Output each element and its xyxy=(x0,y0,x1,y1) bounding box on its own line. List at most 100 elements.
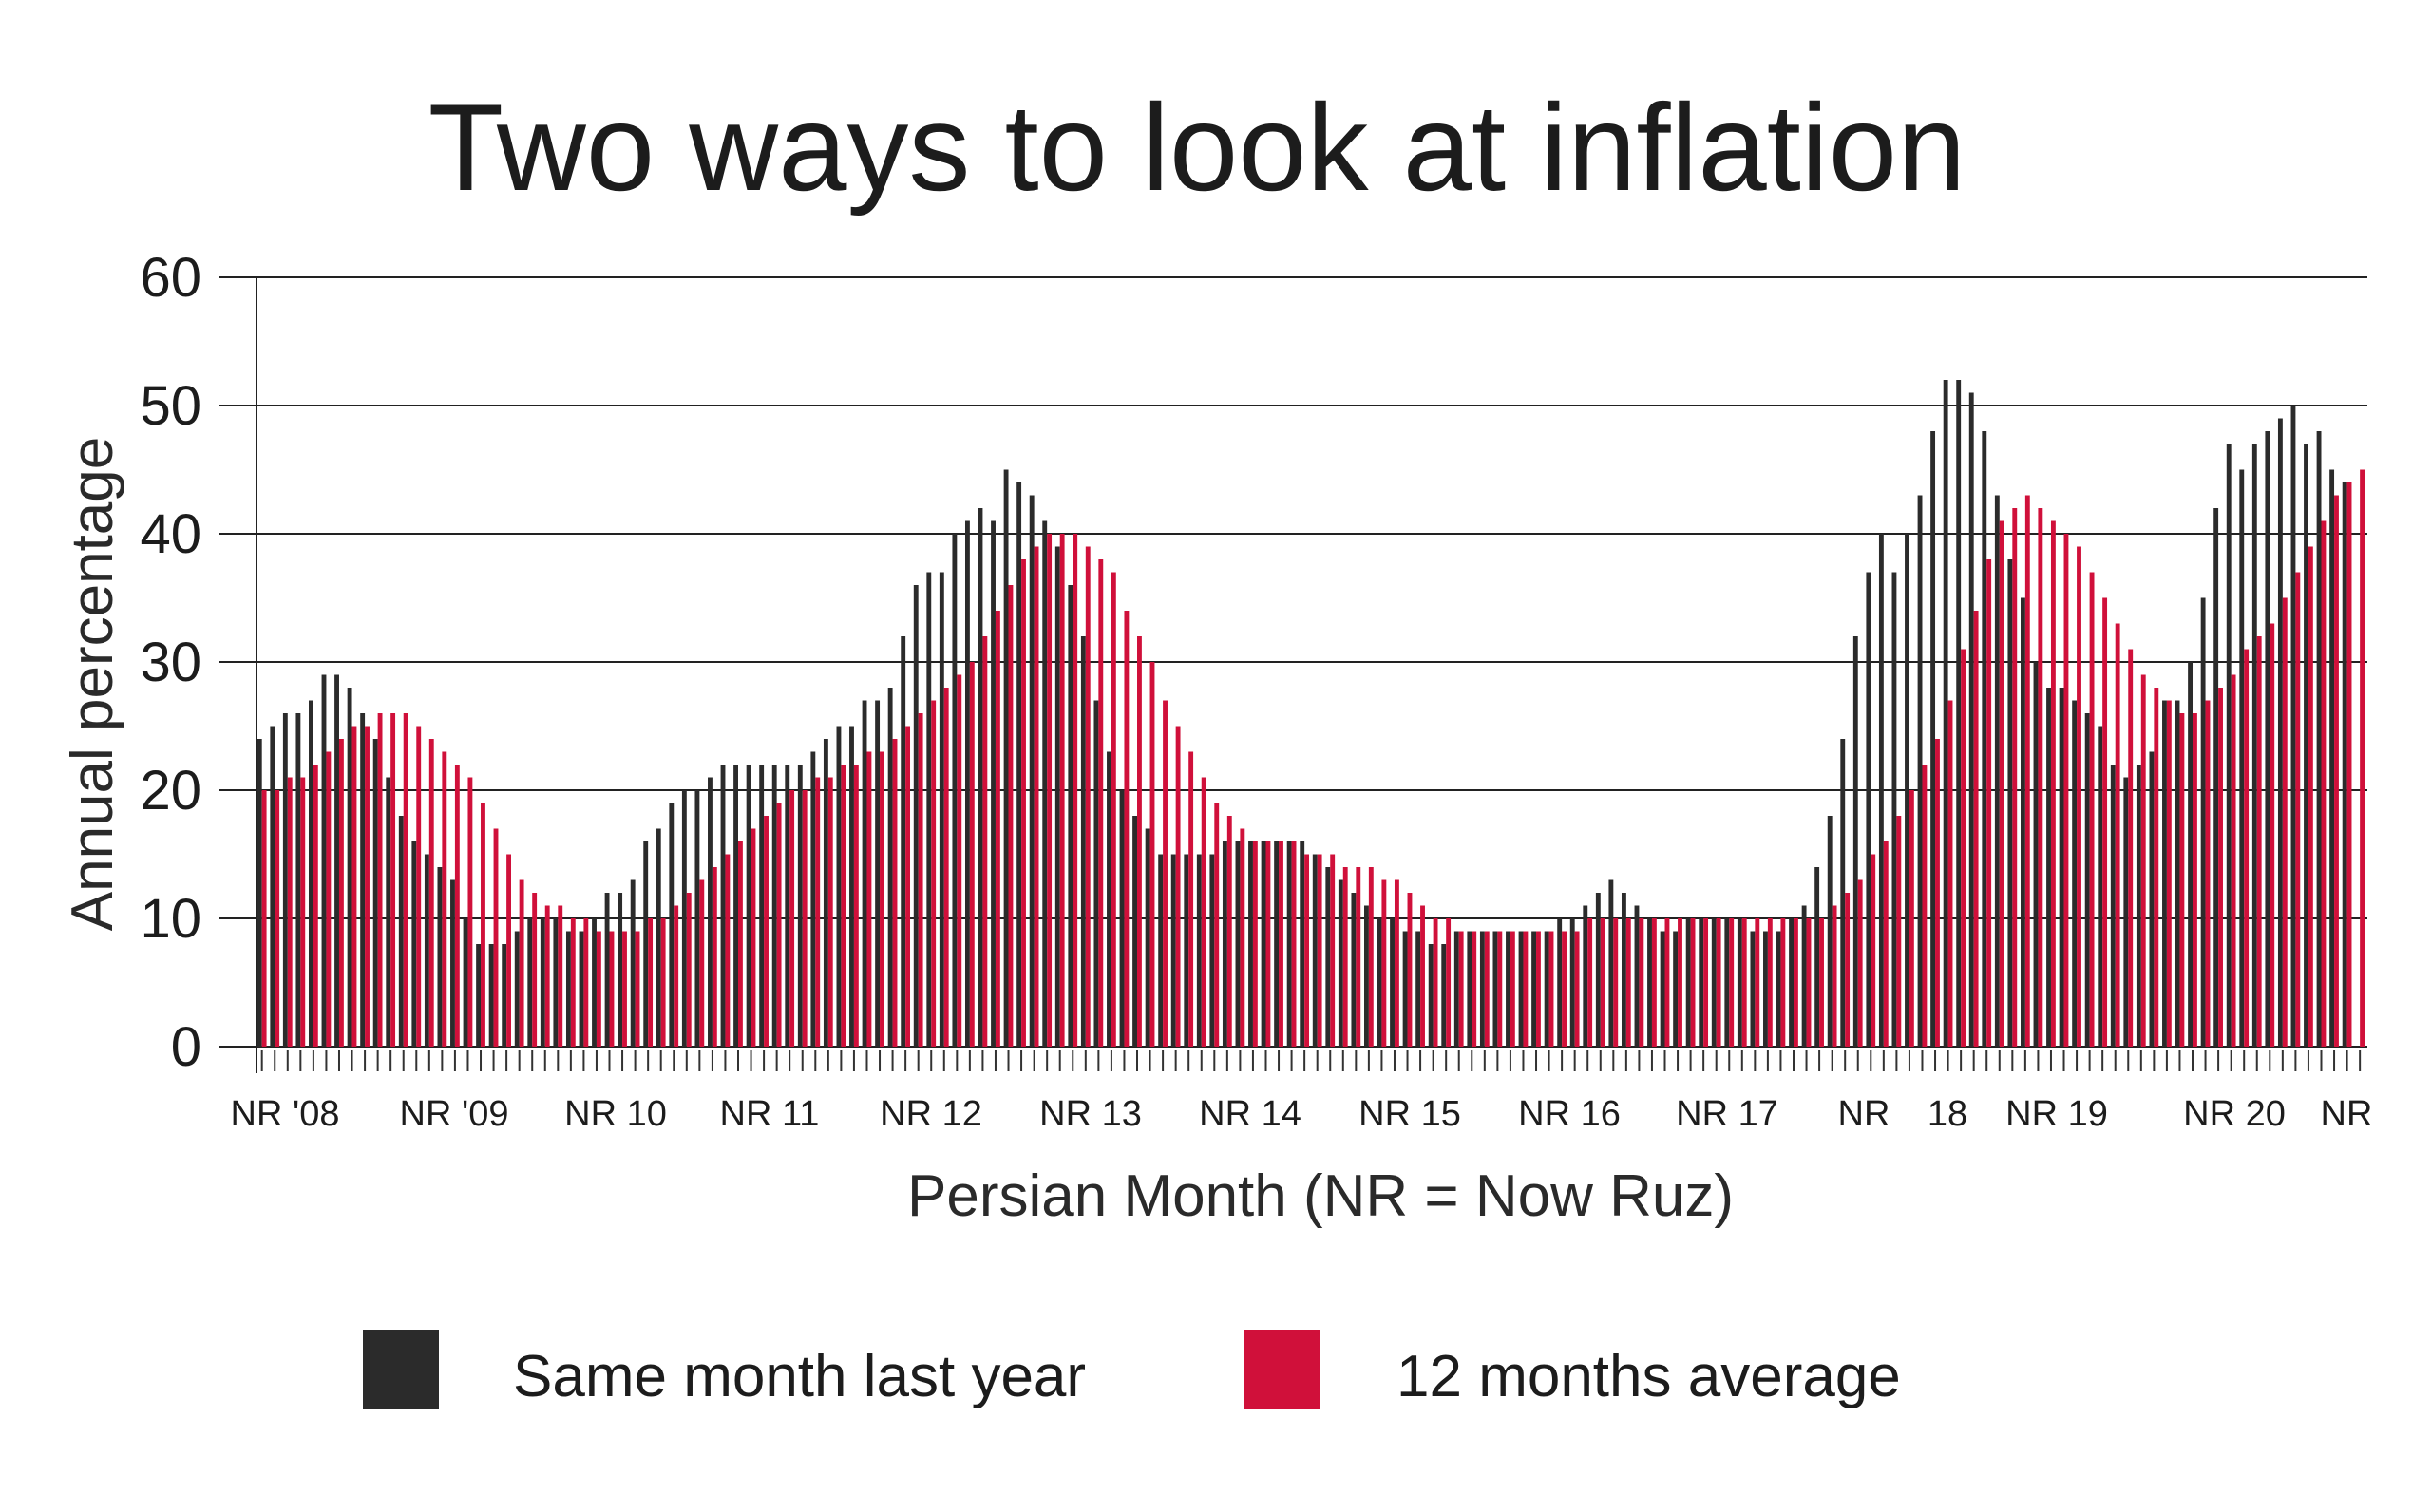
bar-same-month-last-year xyxy=(1878,534,1884,1047)
bar-12-months-average xyxy=(1356,867,1361,1047)
bar-12-months-average xyxy=(1574,931,1580,1047)
bar-same-month-last-year xyxy=(1569,918,1575,1047)
bar-12-months-average xyxy=(1407,893,1413,1047)
bar-same-month-last-year xyxy=(1801,905,1807,1047)
bar-same-month-last-year xyxy=(1608,879,1614,1047)
bar-same-month-last-year xyxy=(2226,444,2232,1047)
bar-same-month-last-year xyxy=(1737,918,1742,1047)
bar-12-months-average xyxy=(1690,918,1696,1047)
bar-same-month-last-year xyxy=(1222,841,1227,1047)
bar-same-month-last-year xyxy=(1441,944,1447,1047)
bar-same-month-last-year xyxy=(1917,495,1923,1047)
bar-12-months-average xyxy=(1664,918,1670,1047)
bar-12-months-average xyxy=(776,803,782,1047)
bar-same-month-last-year xyxy=(887,688,893,1047)
bar-same-month-last-year xyxy=(1068,585,1074,1047)
bar-12-months-average xyxy=(300,777,306,1047)
bar-same-month-last-year xyxy=(1891,572,1897,1047)
bar-12-months-average xyxy=(995,611,1000,1047)
bar-12-months-average xyxy=(2050,520,2056,1047)
bar-12-months-average xyxy=(2256,636,2262,1047)
bar-same-month-last-year xyxy=(476,944,482,1047)
bar-12-months-average xyxy=(1342,867,1348,1047)
bar-same-month-last-year xyxy=(1492,931,1498,1047)
bar-same-month-last-year xyxy=(1518,931,1524,1047)
bar-same-month-last-year xyxy=(2290,406,2296,1047)
bar-12-months-average xyxy=(1909,790,1914,1047)
bar-same-month-last-year xyxy=(2149,751,2155,1047)
bar-same-month-last-year xyxy=(1235,841,1241,1047)
bar-same-month-last-year xyxy=(1956,380,1962,1047)
bar-same-month-last-year xyxy=(1325,867,1331,1047)
bar-same-month-last-year xyxy=(502,944,507,1047)
bar-same-month-last-year xyxy=(849,726,854,1047)
legend-label-12-month-average: 12 months average xyxy=(1396,1344,1901,1409)
bar-same-month-last-year xyxy=(2329,469,2335,1047)
bar-12-months-average xyxy=(648,918,654,1047)
bar-same-month-last-year xyxy=(1093,700,1099,1047)
bar-same-month-last-year xyxy=(295,713,301,1047)
bar-same-month-last-year xyxy=(901,636,906,1047)
bar-12-months-average xyxy=(1961,649,1966,1047)
bar-12-months-average xyxy=(1484,931,1490,1047)
bar-same-month-last-year xyxy=(746,765,751,1047)
bar-12-months-average xyxy=(1252,841,1258,1047)
bar-12-months-average xyxy=(1948,700,1953,1047)
bar-12-months-average xyxy=(2077,546,2081,1047)
bar-12-months-average xyxy=(1678,918,1682,1047)
bar-same-month-last-year xyxy=(1583,905,1588,1047)
bar-12-months-average xyxy=(957,674,962,1047)
bar-same-month-last-year xyxy=(1660,931,1665,1047)
bar-same-month-last-year xyxy=(797,765,803,1047)
bar-12-months-average xyxy=(815,777,821,1047)
bar-12-months-average xyxy=(2193,713,2197,1047)
bar-same-month-last-year xyxy=(1016,482,1022,1047)
bar-12-months-average xyxy=(583,918,589,1047)
bar-12-months-average xyxy=(2270,623,2275,1047)
bar-12-months-average xyxy=(2102,597,2108,1047)
bar-same-month-last-year xyxy=(1274,841,1280,1047)
bar-12-months-average xyxy=(2038,508,2043,1047)
bar-same-month-last-year xyxy=(1905,534,1910,1047)
bar-same-month-last-year xyxy=(862,700,867,1047)
bar-same-month-last-year xyxy=(2046,688,2051,1047)
bar-same-month-last-year xyxy=(978,508,983,1047)
bar-12-months-average xyxy=(1523,931,1529,1047)
gridlines xyxy=(218,276,2367,1048)
bar-same-month-last-year xyxy=(1685,918,1691,1047)
bar-12-months-average xyxy=(1240,828,1245,1047)
bar-12-months-average xyxy=(764,816,769,1047)
bar-same-month-last-year xyxy=(694,790,700,1047)
bar-12-months-average xyxy=(2346,482,2352,1047)
bar-12-months-average xyxy=(1111,572,1116,1047)
bar-12-months-average xyxy=(416,726,422,1047)
bar-same-month-last-year xyxy=(1544,931,1549,1047)
bar-same-month-last-year xyxy=(1416,931,1421,1047)
bar-same-month-last-year xyxy=(540,918,545,1047)
bar-12-months-average xyxy=(2115,623,2120,1047)
bar-12-months-average xyxy=(1767,918,1773,1047)
bar-same-month-last-year xyxy=(1132,816,1138,1047)
bar-same-month-last-year xyxy=(2110,765,2116,1047)
bar-12-months-average xyxy=(544,905,550,1047)
bar-same-month-last-year xyxy=(2033,662,2039,1047)
bar-12-months-average xyxy=(2024,495,2030,1047)
bar-same-month-last-year xyxy=(1170,854,1176,1047)
x-tick-label: NR 17 xyxy=(1676,1094,1778,1134)
bar-same-month-last-year xyxy=(463,918,468,1047)
bar-same-month-last-year xyxy=(1724,918,1730,1047)
y-tick-label: 60 xyxy=(140,247,201,309)
bar-same-month-last-year xyxy=(708,777,712,1047)
bar-12-months-average xyxy=(1446,918,1452,1047)
bar-12-months-average xyxy=(1214,803,1220,1047)
bar-same-month-last-year xyxy=(1852,636,1858,1047)
bar-same-month-last-year xyxy=(334,674,339,1047)
bar-same-month-last-year xyxy=(2098,726,2103,1047)
bar-12-months-average xyxy=(2231,674,2236,1047)
bar-same-month-last-year xyxy=(771,765,777,1047)
bar-12-months-average xyxy=(1562,931,1567,1047)
bar-12-months-average xyxy=(1896,816,1902,1047)
bar-same-month-last-year xyxy=(2265,431,2270,1047)
bar-same-month-last-year xyxy=(514,931,520,1047)
bar-12-months-average xyxy=(403,713,408,1047)
